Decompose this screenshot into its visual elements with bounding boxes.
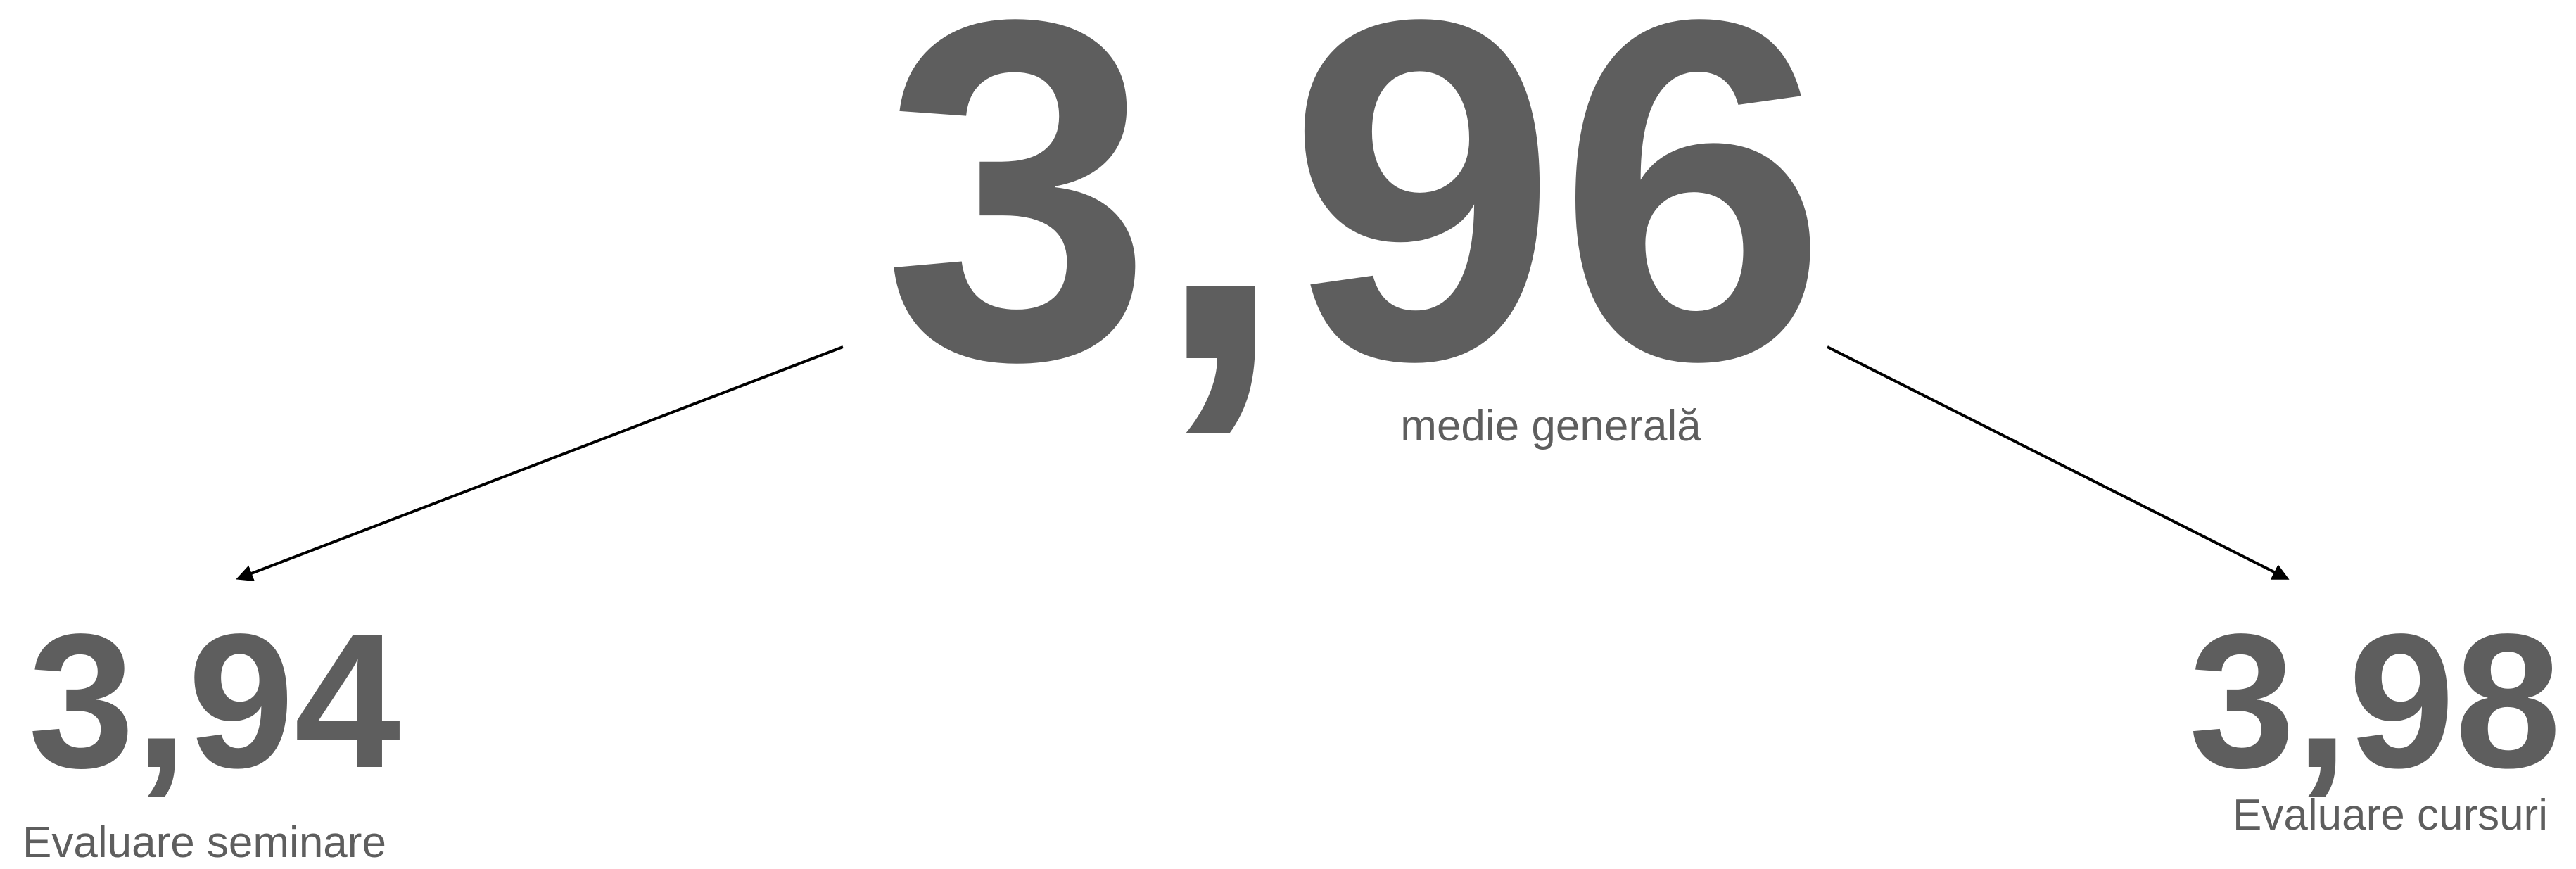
arrow-right	[1827, 345, 2290, 580]
overall-value: 3,96	[883, 0, 1828, 462]
arrow-left	[236, 345, 844, 582]
course-value: 3,98	[2189, 594, 2561, 808]
overall-label: medie generală	[1400, 402, 1701, 450]
course-label: Evaluare cursuri	[2233, 791, 2548, 839]
seminar-value: 3,94	[28, 594, 402, 808]
seminar-label: Evaluare seminare	[23, 818, 386, 867]
